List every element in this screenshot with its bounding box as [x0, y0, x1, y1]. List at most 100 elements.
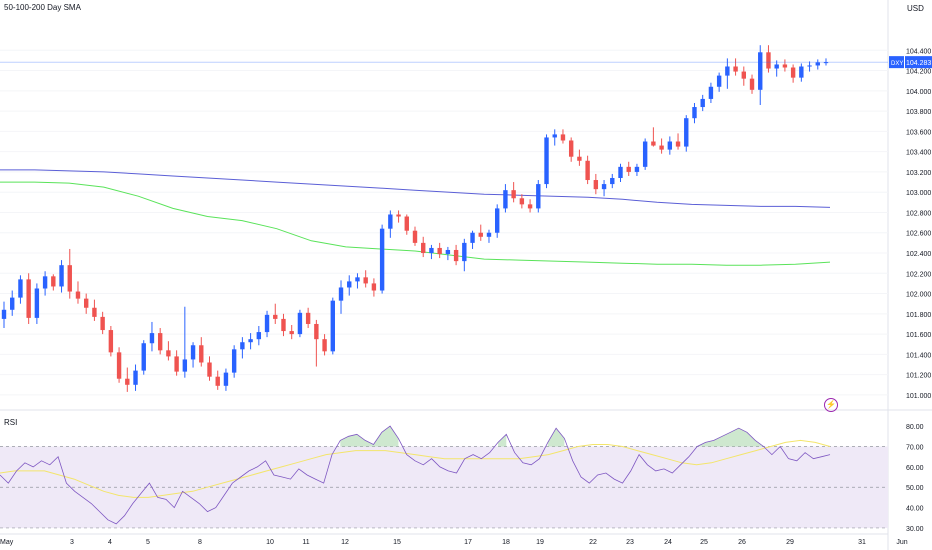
candle-body: [667, 141, 673, 150]
candle-body: [305, 312, 311, 324]
rsi-line: [0, 425, 831, 525]
candle-body: [462, 242, 467, 262]
sma-line-1: [0, 169, 831, 208]
candle-body: [330, 300, 335, 352]
candle-body: [725, 66, 730, 76]
time-tick-label: 11: [302, 539, 309, 546]
candle-body: [240, 342, 245, 350]
candle-body: [157, 333, 163, 351]
lightning-icon[interactable]: ⚡: [824, 398, 838, 412]
last-price-tag: [905, 56, 932, 69]
candle-body: [116, 352, 122, 379]
candle-body: [807, 65, 812, 67]
candle-body: [799, 66, 804, 78]
candle-body: [51, 276, 56, 287]
time-tick-label: May: [0, 539, 14, 546]
candle-body: [593, 180, 599, 190]
candle-body: [684, 118, 689, 147]
time-tick-label: 19: [536, 539, 544, 546]
price-tick-label: 102.600: [906, 231, 931, 238]
candle-body: [708, 86, 714, 99]
rsi-ma-line: [0, 439, 831, 498]
price-tick-label: 101.000: [906, 393, 931, 400]
candle-body: [223, 372, 229, 386]
candle-body: [790, 67, 796, 78]
chart-title: 50-100-200 Day SMA: [4, 3, 81, 12]
candle-body: [815, 62, 820, 66]
candle-body: [289, 331, 294, 335]
time-tick-label: 25: [700, 539, 708, 546]
rsi-tick-label: 30.00: [906, 526, 924, 533]
candle-body: [618, 166, 623, 178]
price-tick-label: 101.200: [906, 373, 931, 380]
candle-body: [125, 378, 130, 385]
candle-body: [355, 277, 360, 282]
price-tick-label: 101.600: [906, 332, 931, 339]
candle-body: [741, 71, 746, 79]
time-tick-label: 12: [341, 539, 349, 546]
candle-body: [700, 98, 705, 108]
symbol-tag-label: DXY: [891, 61, 903, 67]
price-tick-label: 102.000: [906, 292, 931, 299]
price-tick-label: 103.800: [906, 109, 931, 116]
price-tick-label: 102.400: [906, 251, 931, 258]
price-tick-label: 102.800: [906, 210, 931, 217]
candle-body: [166, 350, 171, 357]
candle-body: [182, 359, 188, 372]
rsi-tick-label: 70.00: [906, 445, 924, 452]
candle-body: [527, 204, 533, 209]
candle-body: [421, 242, 426, 254]
candle-body: [412, 230, 418, 243]
candle-body: [1, 309, 7, 319]
rsi-tick-label: 40.00: [906, 506, 924, 513]
price-tick-label: 101.400: [906, 352, 931, 359]
price-tick-label: 104.000: [906, 89, 931, 96]
candle-body: [601, 184, 607, 190]
time-tick-label: 23: [626, 539, 634, 546]
price-tick-label: 103.200: [906, 170, 931, 177]
candle-body: [248, 339, 253, 343]
candle-body: [774, 64, 779, 69]
candle-body: [149, 333, 155, 344]
candle-body: [264, 314, 270, 333]
rsi-overbought-fill: [498, 434, 507, 447]
candle-body: [610, 178, 615, 185]
candle-body: [445, 249, 451, 255]
price-tick-label: 104.400: [906, 48, 931, 55]
candle-body: [26, 279, 31, 318]
candle-body: [437, 247, 442, 255]
time-tick-label: 17: [464, 539, 472, 546]
symbol-tag: [889, 56, 904, 69]
candle-body: [651, 141, 656, 146]
candle-body: [429, 247, 434, 254]
time-tick-label: 26: [738, 539, 746, 546]
time-tick-label: 4: [108, 539, 112, 546]
candle-body: [199, 345, 204, 363]
candle-body: [642, 141, 648, 167]
candle-body: [470, 232, 475, 243]
time-tick-label: 22: [589, 539, 597, 546]
rsi-tick-label: 50.00: [906, 485, 924, 492]
candle-body: [371, 283, 377, 291]
candle-body: [486, 232, 492, 237]
candle-body: [749, 78, 755, 90]
candle-body: [92, 307, 97, 317]
candle-body: [67, 265, 72, 292]
candle-body: [758, 52, 763, 90]
candle-body: [10, 297, 15, 310]
candle-body: [634, 166, 640, 172]
candle-body: [34, 288, 40, 318]
time-tick-label: 24: [664, 539, 672, 546]
sma-line-2: [0, 181, 831, 266]
candle-body: [495, 208, 500, 233]
candle-body: [322, 339, 327, 352]
candle-body: [675, 141, 681, 147]
candle-body: [75, 291, 81, 299]
rsi-overbought-fill: [547, 428, 565, 447]
candle-body: [568, 140, 574, 157]
rsi-tick-label: 80.00: [906, 424, 924, 431]
candle-body: [231, 349, 237, 373]
candle-body: [297, 312, 303, 335]
candle-body: [577, 156, 582, 161]
